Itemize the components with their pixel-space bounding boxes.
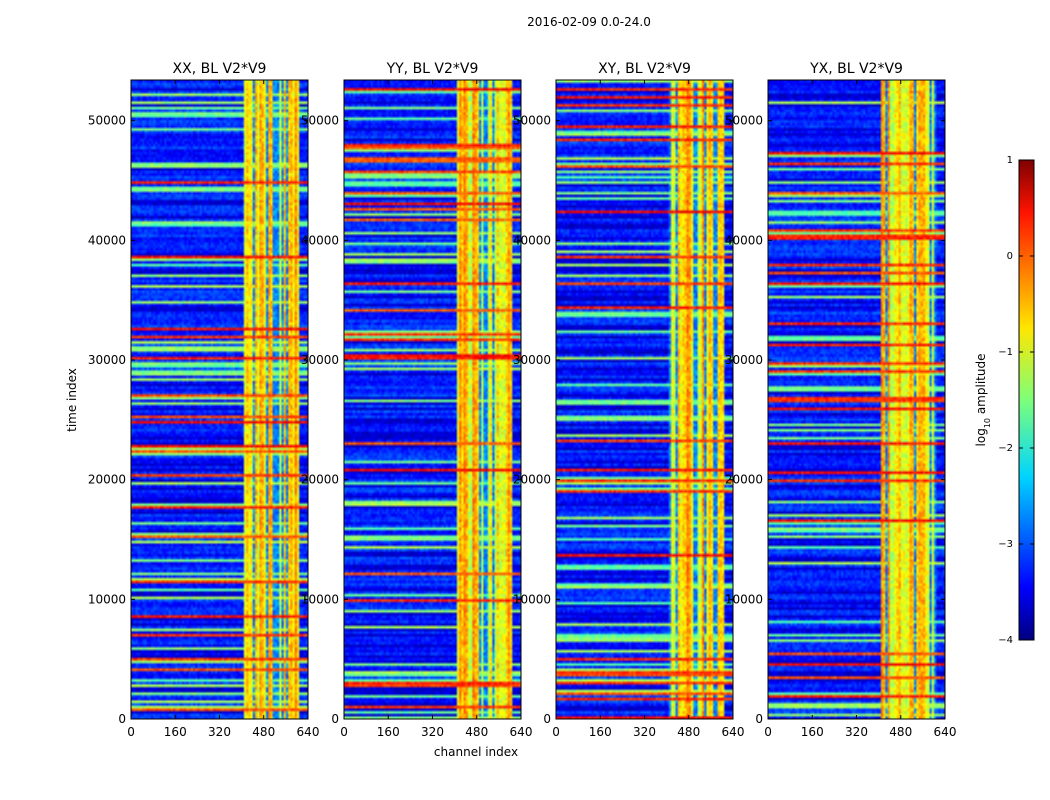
y-tick-label: 0 [755, 712, 763, 726]
x-tick-label: 160 [589, 725, 612, 739]
y-axis-label: time index [65, 368, 79, 432]
y-tick-label: 30000 [725, 353, 763, 367]
y-tick-label: 30000 [88, 353, 126, 367]
panel-xy: XY, BL V2*V9 0 160 320 480 640 0 10000 20000 3000… [513, 61, 745, 739]
x-tick-label: 160 [377, 725, 400, 739]
panel-title: XX, BL V2*V9 [173, 61, 267, 77]
x-tick-label: 160 [164, 725, 187, 739]
panel-xx: XX, BL V2*V9 0 160 320 480 640 0 10000 20000 3000… [88, 61, 320, 739]
x-tick-label: 640 [510, 725, 533, 739]
colorbar-tick-label: −2 [998, 443, 1013, 454]
heatmap-image [768, 80, 945, 719]
colorbar-tick-label: 1 [1007, 155, 1013, 166]
panel-title: XY, BL V2*V9 [598, 61, 691, 77]
y-tick-label: 0 [331, 712, 339, 726]
colorbar-tick-label: −4 [998, 635, 1013, 646]
y-tick-label: 40000 [513, 233, 551, 247]
panel-yx: YX, BL V2*V9 0 160 320 480 640 0 10000 20000 3000… [725, 61, 957, 739]
y-tick-label: 50000 [513, 114, 551, 128]
y-tick-label: 20000 [88, 473, 126, 487]
y-tick-label: 30000 [301, 353, 339, 367]
colorbar: 1 0 −1 −2 −3 −4 log10 amplitude [974, 155, 1035, 646]
y-tick-label: 40000 [301, 233, 339, 247]
colorbar-ticks: 1 0 −1 −2 −3 −4 [998, 155, 1034, 646]
x-tick-label: 160 [801, 725, 824, 739]
y-tick-label: 10000 [88, 592, 126, 606]
x-tick-label: 480 [465, 725, 488, 739]
colorbar-tick-label: −1 [998, 347, 1013, 358]
y-tick-label: 0 [118, 712, 126, 726]
figure-title: 2016-02-09 0.0-24.0 [527, 15, 651, 29]
x-tick-label: 0 [340, 725, 348, 739]
y-tick-label: 20000 [725, 473, 763, 487]
x-tick-label: 480 [677, 725, 700, 739]
y-tick-label: 10000 [725, 592, 763, 606]
panel-title: YX, BL V2*V9 [809, 61, 903, 77]
y-tick-label: 40000 [725, 233, 763, 247]
x-tick-label: 320 [845, 725, 868, 739]
y-tick-label: 20000 [301, 473, 339, 487]
y-tick-label: 40000 [88, 233, 126, 247]
y-tick-label: 20000 [513, 473, 551, 487]
x-tick-label: 320 [421, 725, 444, 739]
panel-yy: YY, BL V2*V9 0 160 320 480 640 0 10000 20000 3000… [301, 61, 533, 739]
colorbar-label: log10 amplitude [974, 354, 992, 447]
y-tick-label: 50000 [725, 114, 763, 128]
y-tick-label: 50000 [88, 114, 126, 128]
y-tick-label: 0 [543, 712, 551, 726]
x-tick-label: 0 [764, 725, 772, 739]
y-tick-label: 50000 [301, 114, 339, 128]
y-tick-label: 30000 [513, 353, 551, 367]
x-tick-label: 640 [297, 725, 320, 739]
y-tick-label: 10000 [513, 592, 551, 606]
x-tick-label: 480 [252, 725, 275, 739]
panels: XX, BL V2*V9 0 160 320 480 640 0 10000 20000 3000… [88, 61, 957, 739]
colorbar-tick-label: −3 [998, 539, 1013, 550]
y-tick-label: 10000 [301, 592, 339, 606]
heatmap-image [131, 80, 308, 719]
x-tick-label: 320 [633, 725, 656, 739]
x-tick-label: 0 [127, 725, 135, 739]
colorbar-gradient [1018, 159, 1035, 641]
x-tick-label: 640 [722, 725, 745, 739]
panel-title: YY, BL V2*V9 [386, 61, 479, 77]
x-tick-label: 480 [889, 725, 912, 739]
heatmap-image [556, 80, 733, 719]
colorbar-tick-label: 0 [1007, 251, 1013, 262]
heatmap-image [344, 80, 521, 719]
x-tick-label: 320 [208, 725, 231, 739]
x-tick-label: 0 [552, 725, 560, 739]
x-axis-label: channel index [434, 745, 518, 759]
x-tick-label: 640 [934, 725, 957, 739]
